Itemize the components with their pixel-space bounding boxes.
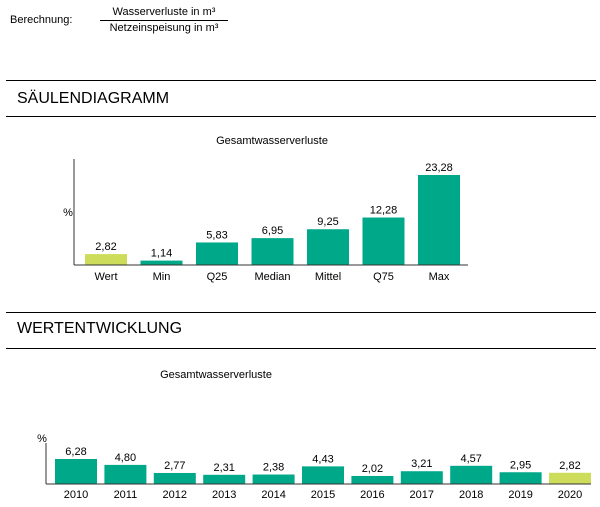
bar-value-label: 2,38 (263, 462, 284, 474)
bar (499, 472, 542, 484)
category-tick-label: Q75 (373, 271, 394, 283)
category-tick-label: 2010 (64, 489, 88, 501)
bar (196, 242, 238, 265)
category-tick-label: 2017 (410, 489, 434, 501)
chart-title: Gesamtwasserverluste (216, 135, 328, 147)
bar (85, 254, 127, 265)
bar-value-label: 1,14 (151, 248, 172, 260)
bar-value-label: 4,80 (115, 452, 136, 464)
bar (140, 260, 183, 265)
bar-value-label: 9,25 (317, 216, 338, 228)
category-tick-label: Mittel (315, 271, 341, 283)
formula-numerator: Wasserverluste in m³ (112, 6, 216, 18)
bar-value-label: 2,95 (510, 459, 531, 471)
bar (251, 238, 294, 265)
category-tick-label: 2014 (261, 489, 285, 501)
category-tick-label: Median (254, 271, 290, 283)
chart-title: Gesamtwasserverluste (160, 369, 272, 381)
bar (203, 474, 246, 484)
section-divider-top (6, 80, 596, 81)
bar (302, 466, 344, 484)
bar (307, 229, 349, 265)
category-tick-label: 2018 (459, 489, 483, 501)
bar (362, 217, 405, 265)
category-tick-label: 2013 (212, 489, 236, 501)
bar-value-label: 2,77 (164, 460, 185, 472)
y-axis-label: % (63, 207, 73, 219)
category-tick-label: 2016 (360, 489, 384, 501)
bar-value-label: 2,02 (362, 463, 383, 475)
bar (400, 471, 443, 484)
section-divider (6, 348, 596, 349)
bar-value-label: 5,83 (206, 229, 227, 241)
bar-value-label: 2,82 (95, 241, 116, 253)
bar-value-label: 12,28 (370, 205, 398, 217)
category-tick-label: 2012 (163, 489, 187, 501)
y-axis-label: % (37, 433, 47, 445)
category-tick-label: Min (153, 271, 171, 283)
bar-value-label: 4,43 (312, 453, 333, 465)
bar (104, 464, 147, 484)
bar (418, 175, 460, 265)
category-tick-label: Wert (94, 271, 117, 283)
category-tick-label: Q25 (207, 271, 228, 283)
formula-denominator: Netzeinspeisung in m³ (109, 22, 219, 34)
category-tick-label: 2019 (508, 489, 532, 501)
bar-value-label: 4,57 (460, 453, 481, 465)
bar-value-label: 6,28 (65, 446, 86, 458)
formula-fraction: Wasserverluste in m³ Netzeinspeisung in … (100, 6, 228, 35)
category-tick-label: 2020 (558, 489, 582, 501)
bar (252, 474, 295, 484)
bar (153, 472, 196, 484)
bar-value-label: 3,21 (411, 458, 432, 470)
section-title-trend: WERTENTWICKLUNG (17, 320, 183, 337)
bar-value-label: 6,95 (262, 225, 283, 237)
bar (351, 475, 394, 484)
section-divider (6, 312, 596, 313)
section-title-bar-chart: SÄULENDIAGRAMM (17, 90, 170, 107)
section-divider (6, 116, 596, 117)
bar (450, 465, 493, 484)
bar (549, 472, 591, 484)
category-tick-label: 2015 (311, 489, 335, 501)
calculation-label: Berechnung: (10, 14, 73, 26)
bar (55, 459, 97, 484)
category-tick-label: 2011 (114, 489, 138, 501)
bar-value-label: 23,28 (425, 162, 453, 174)
bar-value-label: 2,82 (559, 460, 580, 472)
bar-value-label: 2,31 (213, 462, 234, 474)
category-tick-label: Max (429, 271, 450, 283)
fraction-line (100, 20, 228, 21)
